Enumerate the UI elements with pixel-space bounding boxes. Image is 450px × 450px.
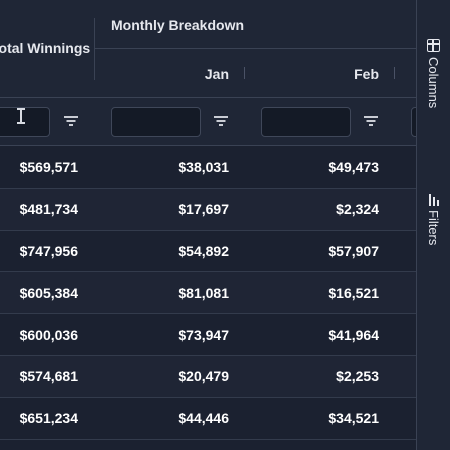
side-panel: Columns Filters bbox=[416, 0, 450, 450]
data-grid: Total Winnings Monthly Breakdown Jan Feb… bbox=[0, 0, 416, 440]
total-winnings-cell: $747,956 bbox=[19, 242, 78, 259]
total-winnings-cell: $651,234 bbox=[19, 410, 78, 427]
jan-cell: $54,892 bbox=[178, 242, 229, 259]
jan-cell: $38,031 bbox=[178, 159, 229, 176]
filter-bars-icon bbox=[427, 194, 440, 206]
next-column-filter-input[interactable] bbox=[411, 107, 416, 137]
columns-label: Columns bbox=[426, 57, 441, 109]
grid-body: $569,571 $38,031 $49,473 $481,734 $17,69… bbox=[0, 147, 416, 440]
header-feb[interactable]: Feb bbox=[245, 49, 395, 97]
header-group-label: Monthly Breakdown bbox=[111, 17, 245, 33]
feb-cell: $34,521 bbox=[328, 410, 379, 427]
text-cursor-icon bbox=[16, 108, 26, 124]
jan-cell: $20,479 bbox=[178, 368, 229, 385]
table-row[interactable]: $651,234 $44,446 $34,521 bbox=[0, 397, 416, 440]
table-row[interactable]: $481,734 $17,697 $2,324 bbox=[0, 188, 416, 231]
total-winnings-cell: $574,681 bbox=[19, 368, 78, 385]
table-row[interactable]: $605,384 $81,081 $16,521 bbox=[0, 272, 416, 315]
filter-icon[interactable] bbox=[64, 114, 78, 128]
column-resize-handle[interactable] bbox=[244, 67, 245, 79]
grid-header: Total Winnings Monthly Breakdown Jan Feb bbox=[0, 0, 416, 146]
total-winnings-cell: $481,734 bbox=[19, 201, 78, 218]
filter-icon[interactable] bbox=[214, 114, 228, 128]
columns-panel-button[interactable]: Columns bbox=[417, 36, 450, 116]
jan-cell: $44,446 bbox=[178, 410, 229, 427]
feb-cell: $2,324 bbox=[336, 201, 379, 218]
header-feb-label: Feb bbox=[354, 66, 379, 82]
feb-cell: $16,521 bbox=[328, 284, 379, 301]
jan-cell: $81,081 bbox=[178, 284, 229, 301]
table-row[interactable]: $574,681 $20,479 $2,253 bbox=[0, 355, 416, 398]
filters-panel-button[interactable]: Filters bbox=[417, 192, 450, 262]
feb-cell: $2,253 bbox=[336, 368, 379, 385]
jan-cell: $17,697 bbox=[178, 201, 229, 218]
jan-filter-input[interactable] bbox=[111, 107, 201, 137]
filters-label: Filters bbox=[426, 210, 441, 246]
filter-row bbox=[0, 97, 416, 146]
header-group-monthly-breakdown[interactable]: Monthly Breakdown bbox=[95, 0, 416, 49]
header-jan-label: Jan bbox=[204, 66, 229, 82]
feb-cell: $41,964 bbox=[328, 326, 379, 343]
table-row[interactable]: $600,036 $73,947 $41,964 bbox=[0, 314, 416, 356]
header-jan[interactable]: Jan bbox=[95, 49, 245, 97]
table-row[interactable]: $747,956 $54,892 $57,907 bbox=[0, 230, 416, 273]
table-row[interactable]: $569,571 $38,031 $49,473 bbox=[0, 147, 416, 189]
filter-icon[interactable] bbox=[364, 114, 378, 128]
header-total-winnings-label: Total Winnings bbox=[0, 40, 91, 56]
header-total-winnings[interactable]: Total Winnings bbox=[0, 0, 94, 97]
jan-cell: $73,947 bbox=[178, 326, 229, 343]
feb-filter-input[interactable] bbox=[261, 107, 351, 137]
total-winnings-cell: $569,571 bbox=[19, 159, 78, 176]
total-winnings-cell: $605,384 bbox=[19, 284, 78, 301]
total-filter-input[interactable] bbox=[0, 107, 50, 137]
feb-cell: $49,473 bbox=[328, 159, 379, 176]
feb-cell: $57,907 bbox=[328, 242, 379, 259]
column-resize-handle[interactable] bbox=[394, 67, 395, 79]
total-winnings-cell: $600,036 bbox=[19, 326, 78, 343]
columns-icon bbox=[427, 39, 440, 52]
header-divider bbox=[94, 18, 95, 80]
